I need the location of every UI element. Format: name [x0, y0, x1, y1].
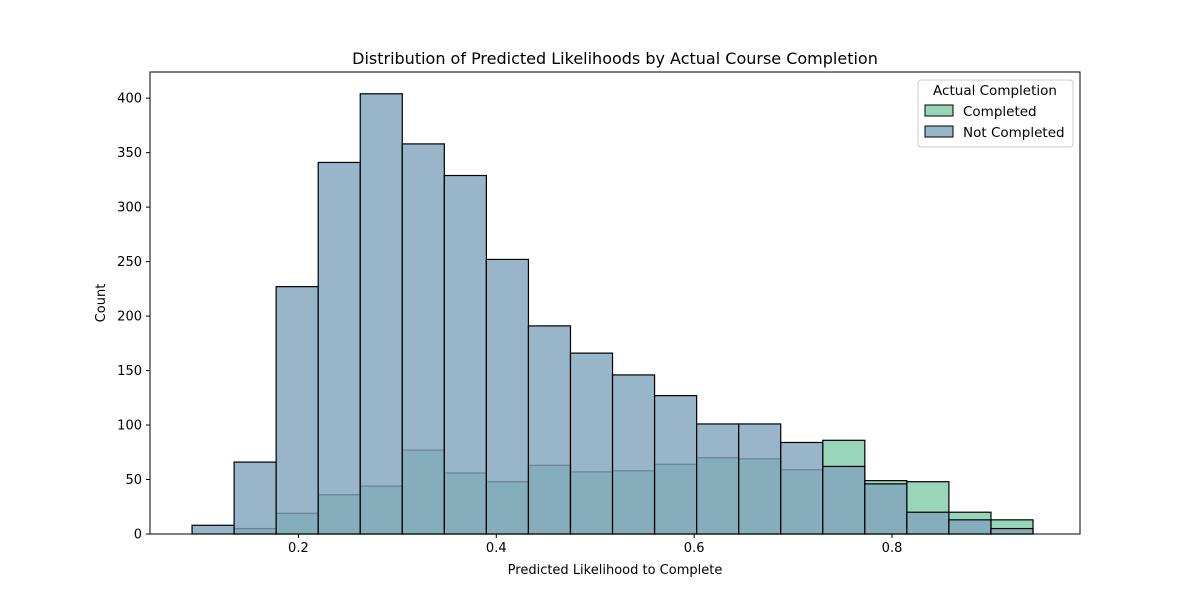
y-tick-label: 0 — [134, 528, 142, 543]
y-tick-label: 400 — [117, 92, 142, 107]
bar-not-completed-0 — [191, 524, 235, 535]
y-axis-label: Count — [94, 284, 109, 323]
bar-not-completed-6 — [443, 174, 487, 535]
bar-not-completed-8 — [527, 325, 572, 535]
bar-not-completed-7 — [485, 258, 530, 535]
legend: Actual Completion Completed Not Complete… — [917, 79, 1074, 148]
y-tick-label: 250 — [117, 255, 142, 270]
x-tick-label: 0.8 — [882, 541, 903, 556]
bar-not-completed-12 — [696, 423, 740, 535]
bar-not-completed-4 — [359, 93, 403, 535]
x-tick-label: 0.4 — [486, 541, 507, 556]
bar-not-completed-18 — [948, 519, 992, 535]
legend-title: Actual Completion — [933, 83, 1057, 99]
bar-not-completed-14 — [780, 441, 824, 535]
y-tick-label: 300 — [117, 201, 142, 216]
bar-not-completed-19 — [990, 527, 1034, 535]
bar-not-completed-9 — [569, 352, 614, 535]
bar-not-completed-13 — [738, 423, 782, 535]
bar-not-completed-3 — [317, 161, 361, 535]
legend-swatch-not-completed — [924, 125, 954, 138]
y-tick-label: 50 — [125, 473, 142, 488]
x-tick-label: 0.2 — [288, 541, 309, 556]
y-tick-label: 100 — [117, 419, 142, 434]
plot-frame — [149, 71, 1081, 535]
y-tick-label: 200 — [117, 310, 142, 325]
bar-not-completed-16 — [864, 483, 908, 535]
x-axis-label: Predicted Likelihood to Complete — [508, 563, 723, 578]
y-axis: 0 50 100 150 200 250 300 350 400 — [117, 92, 150, 543]
bar-not-completed-2 — [275, 286, 319, 535]
bar-not-completed-1 — [233, 461, 277, 535]
y-tick-label: 350 — [117, 146, 142, 161]
bars-layer — [191, 93, 1034, 535]
bar-not-completed-5 — [401, 143, 445, 535]
legend-label-not-completed: Not Completed — [963, 125, 1065, 141]
y-tick-label: 150 — [117, 364, 142, 379]
bar-not-completed-17 — [906, 511, 950, 535]
legend-swatch-completed — [924, 104, 954, 117]
bar-not-completed-11 — [653, 395, 698, 535]
bar-not-completed-15 — [822, 465, 866, 535]
legend-label-completed: Completed — [963, 104, 1037, 120]
legend-box — [917, 79, 1074, 148]
chart-title: Distribution of Predicted Likelihoods by… — [352, 49, 878, 68]
bar-not-completed-10 — [611, 374, 656, 535]
x-tick-label: 0.6 — [684, 541, 705, 556]
x-axis: 0.2 0.4 0.6 0.8 — [288, 534, 902, 556]
